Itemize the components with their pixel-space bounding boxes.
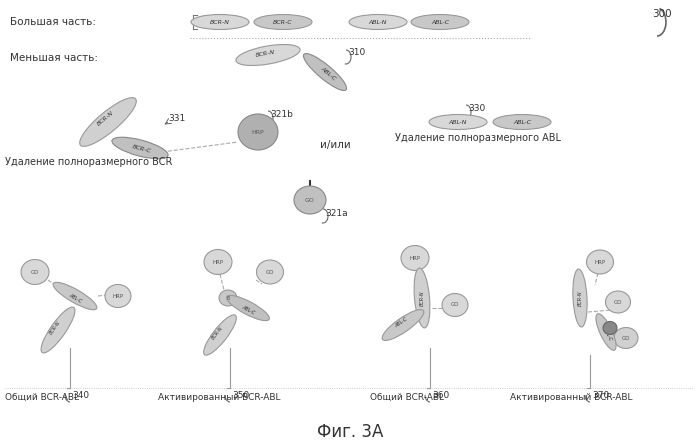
Text: 310: 310 [348,48,366,56]
Text: 330: 330 [468,103,485,112]
Ellipse shape [254,15,312,29]
Ellipse shape [614,328,638,349]
Ellipse shape [605,291,630,313]
Text: Активированный BCR-ABL: Активированный BCR-ABL [510,392,633,401]
Ellipse shape [349,15,407,29]
Text: 321a: 321a [325,209,347,218]
Ellipse shape [303,54,347,91]
Text: 360: 360 [432,391,449,400]
Text: ABL-C: ABL-C [431,20,449,24]
Ellipse shape [53,282,97,310]
Text: ABL-N: ABL-N [449,119,467,124]
Ellipse shape [105,285,131,308]
Ellipse shape [596,314,616,350]
Ellipse shape [257,260,284,284]
Text: GO: GO [614,300,622,305]
Text: Удаление полноразмерного BCR: Удаление полноразмерного BCR [5,157,173,167]
Text: Большая часть:: Большая часть: [10,17,96,27]
Text: HRP: HRP [594,259,605,265]
Text: ABL-C: ABL-C [394,317,408,329]
Text: B: B [226,296,230,301]
Text: BCR-C: BCR-C [132,144,152,154]
Text: HRP: HRP [252,130,264,135]
Text: ABL-C: ABL-C [68,292,82,304]
Ellipse shape [204,250,232,274]
Ellipse shape [226,295,269,321]
Text: GO: GO [305,198,315,202]
Text: BCR-N: BCR-N [254,50,275,58]
Text: ABL-C: ABL-C [513,119,531,124]
Text: BCR-N: BCR-N [48,320,62,336]
Ellipse shape [21,259,49,285]
Text: Удаление полноразмерного ABL: Удаление полноразмерного ABL [395,133,561,143]
Ellipse shape [382,309,424,341]
Ellipse shape [414,268,430,328]
Ellipse shape [203,315,236,355]
Text: 350: 350 [232,391,250,400]
Text: GO: GO [31,270,39,274]
Ellipse shape [41,307,75,353]
Ellipse shape [112,137,168,159]
Ellipse shape [603,321,617,334]
Ellipse shape [191,15,249,29]
Text: BCR-N: BCR-N [210,325,224,341]
Text: BCR-C: BCR-C [273,20,293,24]
Ellipse shape [429,115,487,130]
Text: Общий BCR-ABL: Общий BCR-ABL [370,392,444,401]
Text: GO: GO [621,336,630,341]
Ellipse shape [586,250,614,274]
Text: GO: GO [451,302,459,308]
Text: Меньшая часть:: Меньшая часть: [10,53,98,63]
Ellipse shape [442,293,468,317]
Text: Фиг. 3А: Фиг. 3А [317,423,383,441]
Text: 321b: 321b [270,110,293,119]
Ellipse shape [80,98,136,147]
Text: и/или: и/или [319,140,350,150]
Text: HRP: HRP [113,293,124,298]
Ellipse shape [238,114,278,150]
Text: HRP: HRP [410,255,421,261]
Ellipse shape [573,269,587,327]
Text: BCR-N: BCR-N [419,290,424,306]
Ellipse shape [294,186,326,214]
Text: BCR-N: BCR-N [210,20,230,24]
Text: HRP: HRP [212,259,224,265]
Text: ABL-C: ABL-C [240,305,255,316]
Ellipse shape [219,290,237,306]
Ellipse shape [236,44,300,66]
Ellipse shape [411,15,469,29]
Text: 340: 340 [72,391,89,400]
Text: 300: 300 [652,9,672,19]
Text: BCR-N: BCR-N [577,290,582,306]
Text: Общий BCR-ABL: Общий BCR-ABL [5,392,79,401]
Text: Активированный BCR-ABL: Активированный BCR-ABL [158,392,280,401]
Text: ABL-C: ABL-C [603,326,613,341]
Ellipse shape [401,246,429,270]
Text: GO: GO [266,270,274,274]
Text: 370: 370 [592,391,610,400]
Text: ABL-N: ABL-N [369,20,387,24]
Text: 331: 331 [168,114,185,123]
Text: BCR-N: BCR-N [96,110,114,126]
Text: ABL-C: ABL-C [319,66,336,82]
Ellipse shape [493,115,551,130]
